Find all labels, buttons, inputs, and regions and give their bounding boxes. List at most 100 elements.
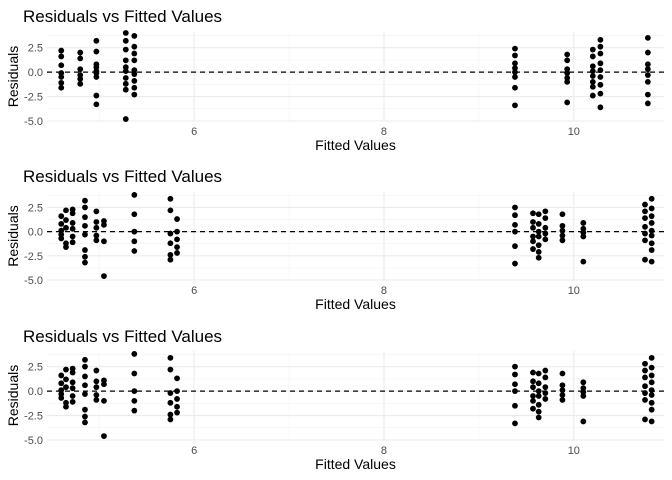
residual-point [512, 102, 518, 109]
residual-point [82, 259, 88, 266]
residual-point [69, 233, 76, 240]
residual-point [131, 50, 138, 57]
residual-point [512, 212, 518, 219]
residual-point [122, 75, 129, 81]
residual-point [167, 354, 174, 361]
residual-point [82, 356, 88, 363]
residual-plot-1: 6 8 10 -5.0 -2.5 0.0 2.5 Residuals vs Fitted Va… [5, 7, 664, 153]
residual-point [542, 390, 549, 396]
residual-point [559, 227, 566, 234]
residual-point [512, 260, 518, 267]
residual-point [535, 254, 542, 261]
residual-point [642, 201, 648, 208]
residual-point [642, 374, 648, 381]
y-tick-label: 0.0 [28, 386, 43, 398]
residual-point [93, 367, 100, 374]
residual-point [131, 397, 138, 404]
residual-point [597, 36, 604, 43]
residual-point [167, 207, 174, 214]
residual-point [131, 71, 138, 77]
residual-point [644, 78, 651, 85]
residual-point [512, 45, 518, 52]
residual-point [63, 217, 69, 223]
residual-point [589, 73, 596, 79]
y-tick-label: 2.5 [28, 43, 43, 55]
x-tick-label: 6 [191, 285, 197, 297]
residual-point [82, 382, 88, 389]
x-axis-title: Fitted Values [315, 296, 396, 312]
residual-point [559, 222, 566, 229]
residual-point [77, 76, 84, 82]
residual-point [69, 210, 76, 217]
residual-plot-2: 6 8 10 -5.0 -2.5 0.0 2.5 Residuals vs Fitted Va… [5, 167, 664, 312]
residual-point [648, 205, 655, 212]
residual-point [131, 238, 138, 245]
residual-point [167, 240, 174, 247]
residual-point [559, 232, 566, 239]
residual-point [101, 238, 107, 245]
residual-point [93, 101, 100, 108]
residual-point [82, 204, 88, 211]
residual-point [69, 379, 76, 386]
residual-point [512, 388, 518, 394]
residual-point [131, 91, 138, 98]
residual-point [530, 224, 536, 231]
residual-point [82, 419, 88, 426]
x-tick-label: 6 [191, 445, 197, 457]
residual-point [535, 221, 542, 227]
residual-point [63, 366, 69, 373]
residual-point [535, 211, 542, 218]
residual-point [642, 390, 648, 396]
residual-point [82, 413, 88, 420]
residual-point [122, 68, 129, 75]
residual-point [82, 222, 88, 229]
residual-point [648, 247, 655, 253]
residual-point [82, 247, 88, 253]
residual-point [58, 235, 65, 242]
y-tick-label: -5.0 [24, 435, 43, 447]
residual-point [93, 237, 100, 244]
residual-point [648, 240, 655, 247]
residual-point [174, 403, 180, 410]
residual-point [559, 387, 566, 394]
x-tick-label: 10 [568, 285, 580, 297]
residual-point [589, 63, 596, 70]
residual-point [530, 393, 536, 399]
residual-point [63, 207, 69, 214]
residual-point [58, 221, 65, 227]
residual-point [58, 47, 65, 54]
residual-point [648, 372, 655, 379]
residual-point [535, 414, 542, 421]
residual-point [58, 395, 65, 401]
residual-point [564, 57, 571, 64]
residual-point [535, 249, 542, 255]
residual-point [535, 228, 542, 235]
residual-point [101, 221, 107, 228]
residual-point [644, 72, 651, 78]
residual-point [542, 374, 549, 381]
residual-point [642, 208, 648, 215]
residual-point [648, 406, 655, 413]
residual-point [69, 225, 76, 232]
residual-point [82, 231, 88, 238]
residual-point [535, 408, 542, 415]
residual-point [648, 379, 655, 386]
residual-point [77, 49, 84, 56]
residual-point [597, 90, 604, 97]
residual-point [69, 393, 76, 399]
residual-point [131, 351, 138, 357]
residual-point [77, 55, 84, 62]
x-axis-title: Fitted Values [315, 456, 396, 472]
residual-point [580, 258, 587, 265]
residual-point [535, 380, 542, 387]
residual-point [58, 53, 65, 60]
y-axis-title: Residuals [5, 46, 21, 107]
residual-point [597, 81, 604, 88]
residual-point [542, 224, 549, 231]
residual-point [174, 409, 180, 416]
residual-point [131, 388, 138, 394]
residual-point [174, 396, 180, 402]
residual-point [93, 219, 100, 225]
residual-point [648, 354, 655, 361]
